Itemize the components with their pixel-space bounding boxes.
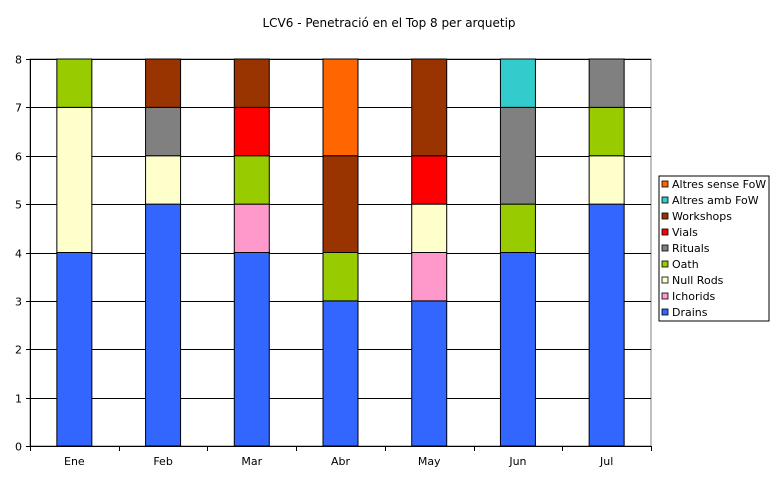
legend-swatch bbox=[661, 276, 669, 284]
legend-label: Null Rods bbox=[672, 274, 724, 287]
legend-label: Workshops bbox=[672, 210, 732, 223]
legend-label: Ichorids bbox=[672, 290, 716, 303]
legend-swatch bbox=[661, 196, 669, 204]
axes bbox=[26, 59, 652, 451]
bar-segment bbox=[499, 252, 536, 447]
bar-segment bbox=[56, 58, 93, 108]
bar-segment bbox=[145, 106, 182, 157]
bar-segment bbox=[411, 203, 448, 253]
bar-segment bbox=[233, 155, 270, 205]
y-tick-label: 5 bbox=[15, 199, 22, 212]
bar-segment bbox=[145, 203, 182, 447]
y-tick-label: 8 bbox=[15, 54, 22, 67]
bar-segment bbox=[56, 252, 93, 447]
bar-segment bbox=[233, 203, 270, 253]
bar-segment bbox=[145, 58, 182, 108]
legend-swatch bbox=[661, 292, 669, 300]
bar-segment bbox=[145, 155, 182, 205]
legend-label: Drains bbox=[672, 306, 708, 319]
bar-segment bbox=[233, 58, 270, 108]
bar-segment bbox=[322, 252, 359, 302]
y-tick-label: 2 bbox=[15, 344, 22, 357]
x-tick-label: Abr bbox=[331, 455, 351, 468]
legend-swatch bbox=[661, 212, 669, 220]
bar-segment bbox=[322, 58, 359, 157]
x-tick-label: Jul bbox=[599, 455, 613, 468]
bar-segment bbox=[499, 106, 536, 205]
bars bbox=[56, 58, 625, 447]
bar-segment bbox=[411, 252, 448, 302]
x-tick-label: May bbox=[418, 455, 441, 468]
bar-segment bbox=[588, 58, 625, 108]
legend-swatch bbox=[661, 260, 669, 268]
legend: Altres sense FoW Altres amb FoW Workshops V… bbox=[658, 175, 770, 322]
legend-label: Vials bbox=[672, 226, 698, 239]
x-tick-label: Ene bbox=[64, 455, 85, 468]
x-tick-label: Feb bbox=[153, 455, 172, 468]
bar-segment bbox=[233, 106, 270, 157]
bar-segment bbox=[588, 155, 625, 205]
y-tick-label: 4 bbox=[15, 248, 22, 261]
bar-segment bbox=[233, 252, 270, 447]
legend-box bbox=[658, 175, 770, 322]
x-tick-label: Mar bbox=[241, 455, 262, 468]
y-tick-label: 6 bbox=[15, 151, 22, 164]
y-tick-labels: 0 1 2 3 4 5 6 7 8 bbox=[15, 54, 22, 454]
x-tick-label: Jun bbox=[508, 455, 526, 468]
bar-segment bbox=[499, 58, 536, 108]
legend-swatch bbox=[661, 228, 669, 236]
bar-segment bbox=[56, 106, 93, 253]
legend-swatch bbox=[661, 180, 669, 188]
bar-segment bbox=[411, 155, 448, 205]
legend-swatch bbox=[661, 308, 669, 316]
legend-label: Altres amb FoW bbox=[672, 194, 759, 207]
bar-segment bbox=[588, 106, 625, 157]
bar-segment bbox=[411, 300, 448, 447]
legend-label: Altres sense FoW bbox=[672, 178, 766, 191]
bar-segment bbox=[322, 300, 359, 447]
bar-segment bbox=[588, 203, 625, 447]
y-tick-label: 0 bbox=[15, 441, 22, 454]
chart-title: LCV6 - Penetració en el Top 8 per arquet… bbox=[262, 16, 515, 30]
bar-segment bbox=[499, 203, 536, 253]
legend-swatch bbox=[661, 244, 669, 252]
legend-label: Rituals bbox=[672, 242, 710, 255]
y-tick-label: 3 bbox=[15, 296, 22, 309]
x-tick-labels: Ene Feb Mar Abr May Jun Jul bbox=[64, 455, 613, 468]
bar-segment bbox=[411, 58, 448, 157]
y-tick-label: 1 bbox=[15, 393, 22, 406]
y-tick-label: 7 bbox=[15, 102, 22, 115]
legend-label: Oath bbox=[672, 258, 699, 271]
bar-segment bbox=[322, 155, 359, 253]
